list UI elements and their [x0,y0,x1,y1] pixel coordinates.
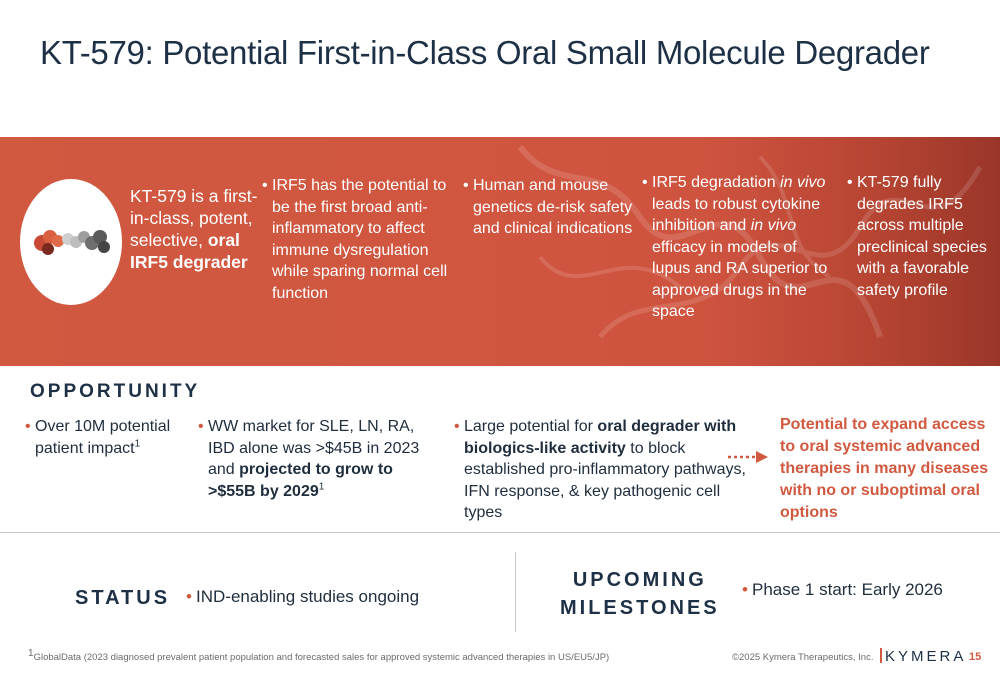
status-heading: STATUS [75,587,171,609]
key-points-band: KT-579 is a first-in-class, potent, sele… [0,137,1000,366]
milestone-item: • Phase 1 start: Early 2026 [742,579,982,601]
slide-title: KT-579: Potential First-in-Class Oral Sm… [40,34,930,71]
bullet-dot: • [463,177,469,194]
opportunity-point-2: • WW market for SLE, LN, RA, IBD alone w… [198,416,438,502]
logo-mark [880,648,882,663]
upcoming-heading-line1: UPCOMING [572,569,707,591]
opportunity-point-3: • Large potential for oral degrader with… [454,416,749,524]
opportunity-heading: OPPORTUNITY [30,381,201,402]
opportunity-point-1: • Over 10M potential patient impact1 [25,416,190,459]
opportunity-highlight: Potential to expand access to oral syste… [780,416,989,521]
dotted-arrow-icon [728,451,768,463]
intro-statement: KT-579 is a first-in-class, potent, sele… [130,185,260,273]
opportunity-point-2-text: WW market for SLE, LN, RA, IBD alone was… [208,418,420,500]
bullet-dot: • [742,580,748,599]
band-point-1: • IRF5 has the potential to be the first… [262,175,457,304]
band-point-2: • Human and mouse genetics de-risk safet… [463,175,643,240]
status-milestones-divider [515,552,516,632]
bullet-dot: • [262,177,268,194]
upcoming-milestones-heading: UPCOMING MILESTONES [560,566,720,622]
copyright: ©2025 Kymera Therapeutics, Inc. [732,652,874,663]
molecule-image-circle [20,179,122,305]
bullet-dot: • [186,587,192,606]
status-item-text: IND-enabling studies ongoing [196,587,420,606]
bullet-dot: • [642,174,648,191]
opportunity-point-1-text: Over 10M potential patient impact1 [35,418,171,457]
band-point-2-text: Human and mouse genetics de-risk safety … [473,177,633,237]
protein-structure-background [517,145,983,339]
band-point-4-text: KT-579 fully degrades IRF5 across multip… [857,174,987,299]
intro-text: KT-579 is a first-in-class, potent, sele… [130,186,258,250]
milestone-item-text: Phase 1 start: Early 2026 [752,580,943,599]
opportunity-point-3-text: Large potential for oral degrader with b… [464,418,746,521]
bullet-dot: • [847,174,853,191]
upcoming-heading-line2: MILESTONES [560,597,720,619]
bullet-dot: • [25,418,31,435]
band-point-3: • IRF5 degradation in vivo leads to robu… [642,172,837,323]
section-divider [0,532,1000,533]
band-point-4: • KT-579 fully degrades IRF5 across mult… [847,172,995,301]
status-item: • IND-enabling studies ongoing [186,586,486,608]
bullet-dot: • [198,418,204,435]
band-point-1-text: IRF5 has the potential to be the first b… [272,177,448,302]
footnote: 1GlobalData (2023 diagnosed prevalent pa… [28,647,610,663]
band-point-3-text: IRF5 degradation in vivo leads to robust… [652,174,828,320]
page-number: 15 [969,651,982,663]
molecule-icon [34,230,110,255]
kymera-logo: KYMERA [880,648,966,665]
intro-bold-text: oral IRF5 degrader [130,230,248,272]
bullet-dot: • [454,418,460,435]
